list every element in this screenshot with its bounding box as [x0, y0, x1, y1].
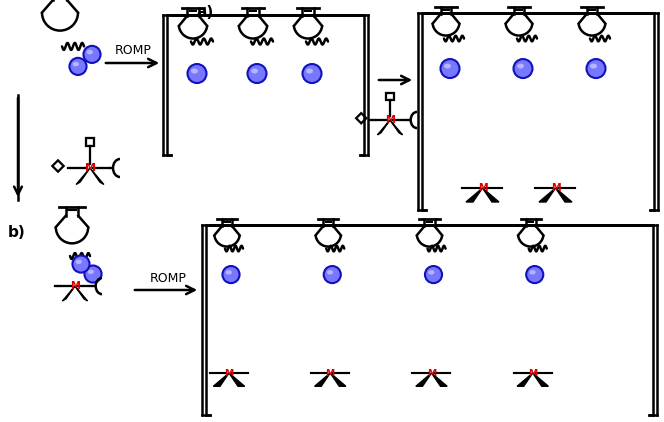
Ellipse shape	[84, 46, 100, 63]
Polygon shape	[330, 373, 346, 386]
Text: M: M	[427, 368, 436, 378]
Polygon shape	[229, 373, 244, 386]
Text: b): b)	[8, 225, 26, 240]
Polygon shape	[416, 373, 432, 386]
Polygon shape	[76, 168, 90, 184]
Ellipse shape	[86, 50, 93, 54]
Text: ROMP: ROMP	[149, 271, 187, 284]
Text: M: M	[325, 368, 335, 378]
Polygon shape	[466, 188, 483, 202]
Polygon shape	[90, 168, 104, 184]
Ellipse shape	[425, 266, 442, 283]
Ellipse shape	[440, 59, 459, 78]
Ellipse shape	[529, 270, 536, 275]
Text: a): a)	[197, 5, 214, 20]
Text: ROMP: ROMP	[115, 43, 151, 57]
Ellipse shape	[428, 270, 434, 275]
Polygon shape	[517, 373, 533, 386]
Ellipse shape	[226, 270, 232, 275]
Ellipse shape	[187, 64, 207, 83]
Bar	[356, 113, 367, 123]
Ellipse shape	[72, 62, 79, 66]
Ellipse shape	[327, 270, 333, 275]
Ellipse shape	[72, 255, 90, 273]
Polygon shape	[315, 373, 330, 386]
Text: M: M	[385, 115, 395, 125]
Ellipse shape	[191, 68, 198, 73]
Ellipse shape	[323, 266, 341, 283]
Text: M: M	[528, 368, 537, 378]
Bar	[86, 138, 94, 146]
Bar	[52, 160, 64, 172]
Ellipse shape	[248, 64, 266, 83]
Polygon shape	[62, 286, 75, 301]
Ellipse shape	[222, 266, 240, 283]
Ellipse shape	[513, 59, 533, 78]
Ellipse shape	[76, 260, 82, 264]
Text: M: M	[477, 183, 487, 193]
Ellipse shape	[303, 64, 321, 83]
Polygon shape	[483, 188, 499, 202]
Polygon shape	[213, 373, 229, 386]
Text: M: M	[550, 183, 560, 193]
Ellipse shape	[586, 59, 606, 78]
Text: M: M	[224, 368, 234, 378]
Ellipse shape	[88, 270, 94, 274]
Polygon shape	[432, 373, 447, 386]
Polygon shape	[539, 188, 556, 202]
Ellipse shape	[84, 265, 102, 283]
Polygon shape	[556, 188, 572, 202]
Ellipse shape	[306, 68, 313, 73]
Polygon shape	[533, 373, 548, 386]
Ellipse shape	[526, 266, 543, 283]
Ellipse shape	[517, 64, 524, 68]
Ellipse shape	[444, 64, 451, 68]
Polygon shape	[378, 120, 390, 135]
Text: M: M	[70, 281, 80, 291]
Ellipse shape	[590, 64, 597, 68]
Polygon shape	[390, 120, 402, 135]
Bar	[386, 93, 394, 100]
Polygon shape	[75, 286, 88, 301]
Ellipse shape	[70, 58, 86, 75]
Ellipse shape	[251, 68, 258, 73]
Text: M: M	[84, 163, 96, 173]
